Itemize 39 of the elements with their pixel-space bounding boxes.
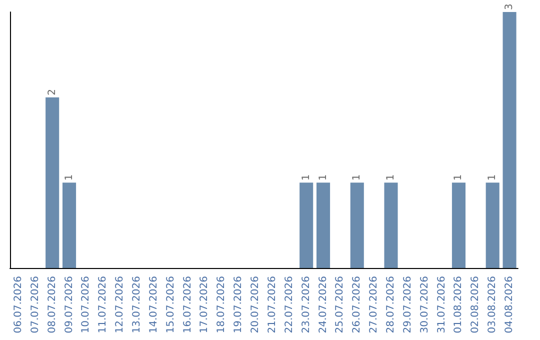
data-label: 1 — [352, 174, 363, 181]
x-tick-label: 22.07.2026 — [284, 276, 295, 334]
x-tick-label: 20.07.2026 — [250, 276, 262, 334]
x-tick-label: 23.07.2026 — [300, 276, 312, 334]
x-tick-label: 28.07.2026 — [386, 276, 396, 334]
x-tick-label: 01.08.2026 — [453, 276, 464, 334]
x-tick-label: 06.07.2026 — [12, 276, 24, 334]
data-label: 2 — [46, 88, 58, 96]
data-label: 1 — [300, 174, 312, 181]
data-label: 1 — [487, 174, 498, 181]
x-tick-label: 25.07.2026 — [334, 276, 346, 334]
x-tick-label: 30.07.2026 — [419, 276, 430, 334]
x-tick-label: 07.07.2026 — [30, 276, 41, 334]
x-tick-label: 27.07.2026 — [368, 276, 380, 334]
x-tick-label: 02.08.2026 — [470, 276, 482, 334]
x-tick-label: 16.07.2026 — [182, 276, 194, 334]
x-tick-label: 03.08.2026 — [487, 276, 498, 334]
x-tick-label: 18.07.2026 — [216, 276, 228, 334]
x-tick-label: 08.07.2026 — [46, 276, 58, 334]
x-tick-label: 24.07.2026 — [318, 276, 329, 334]
data-label: 1 — [318, 174, 329, 181]
x-tick-label: 13.07.2026 — [132, 276, 142, 334]
x-tick-label: 09.07.2026 — [64, 276, 75, 334]
x-tick-label: 31.07.2026 — [436, 276, 448, 334]
x-tick-label: 12.07.2026 — [114, 276, 126, 334]
x-tick-label: 14.07.2026 — [148, 276, 160, 334]
data-label: 3 — [504, 4, 516, 10]
x-tick-label: 29.07.2026 — [402, 276, 414, 334]
x-tick-label: 10.07.2026 — [80, 276, 92, 334]
data-label: 1 — [64, 174, 75, 181]
x-tick-label: 17.07.2026 — [199, 276, 210, 334]
x-tick-label: 19.07.2026 — [233, 276, 244, 334]
data-label: 1 — [386, 174, 396, 181]
x-tick-label: 04.08.2026 — [504, 276, 516, 334]
data-label: 1 — [453, 174, 464, 181]
x-tick-label: 21.07.2026 — [266, 276, 278, 334]
x-tick-label: 15.07.2026 — [165, 276, 176, 334]
x-tick-label: 26.07.2026 — [352, 276, 363, 334]
x-tick-label: 11.07.2026 — [98, 276, 109, 334]
